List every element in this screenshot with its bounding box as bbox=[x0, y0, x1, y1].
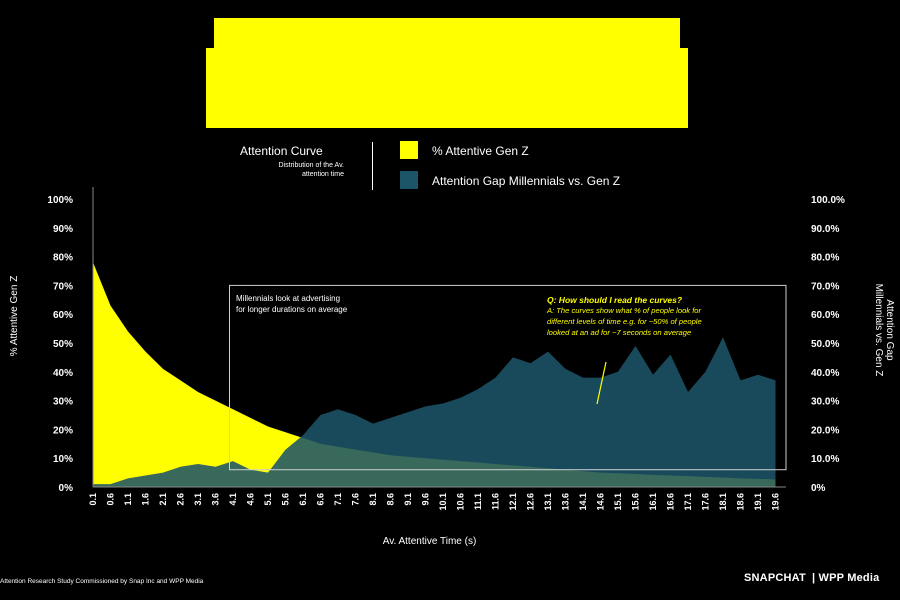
x-tick-label: 3.1 bbox=[193, 493, 203, 506]
highlight-box bbox=[229, 284, 787, 471]
x-tick-label: 17.6 bbox=[701, 493, 711, 511]
legend-subtitle-line1: Distribution of the Av. bbox=[278, 162, 345, 169]
x-tick-label: 7.1 bbox=[333, 493, 343, 506]
y-left-tick-label: 90% bbox=[53, 224, 73, 235]
legend-subtitle-line2: attention time bbox=[301, 171, 344, 178]
x-tick-label: 15.1 bbox=[613, 493, 623, 511]
y-left-axis-title: % Attentive Gen Z bbox=[9, 276, 20, 357]
x-tick-label: 19.1 bbox=[753, 493, 763, 511]
x-tick-label: 11.1 bbox=[473, 493, 483, 510]
x-tick-label: 0.6 bbox=[106, 493, 116, 506]
x-tick-label: 16.6 bbox=[666, 493, 676, 511]
x-tick-label: 1.1 bbox=[123, 493, 133, 506]
x-tick-label: 2.6 bbox=[176, 493, 186, 506]
x-tick-label: 6.1 bbox=[298, 493, 308, 506]
x-tick-label: 13.1 bbox=[543, 493, 553, 511]
y-right-tick-label: 20.0% bbox=[811, 425, 839, 436]
y-right-tick-label: 30.0% bbox=[811, 397, 839, 408]
reading-guide: Q: How should I read the curves? A: The … bbox=[547, 295, 787, 338]
x-tick-label: 13.6 bbox=[561, 493, 571, 511]
x-tick-label: 18.6 bbox=[736, 493, 746, 511]
y-left-tick-label: 10% bbox=[53, 454, 73, 465]
x-tick-label: 17.1 bbox=[683, 493, 693, 511]
y-left-tick-label: 60% bbox=[53, 310, 73, 321]
legend-subtitle: Distribution of the Av. attention time bbox=[200, 161, 345, 179]
x-tick-label: 7.6 bbox=[351, 493, 361, 506]
millennials-callout: Millennials look at advertising for long… bbox=[236, 293, 347, 315]
x-tick-label: 2.1 bbox=[158, 493, 168, 506]
x-tick-label: 10.1 bbox=[438, 493, 448, 511]
x-tick-label: 4.1 bbox=[228, 493, 238, 506]
x-tick-label: 11.6 bbox=[491, 493, 501, 510]
legend-label-gen-z: % Attentive Gen Z bbox=[432, 144, 529, 158]
callout-line2: for longer durations on average bbox=[236, 305, 348, 314]
y-right-tick-label: 100.0% bbox=[811, 195, 845, 206]
y-left-tick-label: 0% bbox=[59, 483, 74, 494]
y-left-tick-label: 30% bbox=[53, 397, 73, 408]
y-right-tick-label: 0% bbox=[811, 483, 826, 494]
x-tick-label: 3.6 bbox=[211, 493, 221, 506]
reading-question: Q: How should I read the curves? bbox=[547, 295, 683, 305]
y-right-axis-title-line2: Millennials vs. Gen Z bbox=[873, 284, 884, 377]
title-block bbox=[206, 18, 688, 128]
x-tick-label: 12.1 bbox=[508, 493, 518, 511]
x-tick-label: 19.6 bbox=[771, 493, 781, 511]
legend-swatch-gap bbox=[400, 171, 418, 189]
legend-swatch-gen-z bbox=[400, 141, 418, 159]
y-right-tick-label: 60.0% bbox=[811, 310, 839, 321]
x-tick-label: 12.6 bbox=[526, 493, 536, 511]
reading-answer-line3: looked at an ad for ~7 seconds on averag… bbox=[547, 328, 692, 337]
reading-answer-line2: different levels of time e.g. for ~50% o… bbox=[547, 317, 702, 326]
x-tick-label: 16.1 bbox=[648, 493, 658, 511]
x-tick-label: 15.6 bbox=[631, 493, 641, 511]
y-left-tick-label: 50% bbox=[53, 339, 73, 350]
source-footnote: Attention Research Study Commissioned by… bbox=[0, 578, 204, 585]
x-tick-label: 8.6 bbox=[386, 493, 396, 506]
x-tick-label: 9.1 bbox=[403, 493, 413, 506]
x-tick-label: 8.1 bbox=[368, 493, 378, 506]
x-axis-title: Av. Attentive Time (s) bbox=[383, 536, 477, 547]
snapchat-logo: SNAPCHAT bbox=[744, 572, 806, 584]
y-left-tick-label: 70% bbox=[53, 281, 73, 292]
x-tick-label: 14.6 bbox=[596, 493, 606, 511]
legend-divider bbox=[372, 142, 373, 190]
y-right-tick-label: 70.0% bbox=[811, 281, 839, 292]
x-tick-label: 9.6 bbox=[421, 493, 431, 506]
reading-answer-line1: A: The curves show what % of people look… bbox=[547, 306, 702, 315]
y-left-tick-label: 20% bbox=[53, 425, 73, 436]
y-right-tick-label: 40.0% bbox=[811, 368, 839, 379]
wpp-media-logo: | WPP Media bbox=[812, 572, 880, 584]
y-left-tick-label: 80% bbox=[53, 253, 73, 264]
x-tick-label: 4.6 bbox=[246, 493, 256, 506]
title-block-shape bbox=[206, 18, 688, 128]
legend-title: Attention Curve bbox=[240, 144, 323, 158]
attention-gap-area bbox=[93, 337, 776, 487]
x-tick-label: 0.1 bbox=[88, 493, 98, 506]
y-right-axis-title-line1: Attention Gap bbox=[884, 299, 895, 361]
x-tick-label: 1.6 bbox=[141, 493, 151, 506]
x-tick-label: 5.6 bbox=[281, 493, 291, 506]
x-tick-label: 14.1 bbox=[578, 493, 588, 511]
x-tick-label: 5.1 bbox=[263, 493, 273, 506]
y-right-tick-label: 80.0% bbox=[811, 253, 839, 264]
x-tick-label: 6.6 bbox=[316, 493, 326, 506]
pointer-line bbox=[596, 361, 607, 405]
callout-line1: Millennials look at advertising bbox=[236, 294, 341, 303]
legend-label-gap: Attention Gap Millennials vs. Gen Z bbox=[432, 174, 621, 188]
y-left-tick-label: 40% bbox=[53, 368, 73, 379]
x-tick-label: 18.1 bbox=[718, 493, 728, 511]
y-right-tick-label: 50.0% bbox=[811, 339, 839, 350]
y-left-tick-label: 100% bbox=[47, 195, 73, 206]
y-right-tick-label: 90.0% bbox=[811, 224, 839, 235]
gen-z-area bbox=[93, 262, 776, 487]
x-tick-label: 10.6 bbox=[456, 493, 466, 511]
y-right-tick-label: 10.0% bbox=[811, 454, 839, 465]
